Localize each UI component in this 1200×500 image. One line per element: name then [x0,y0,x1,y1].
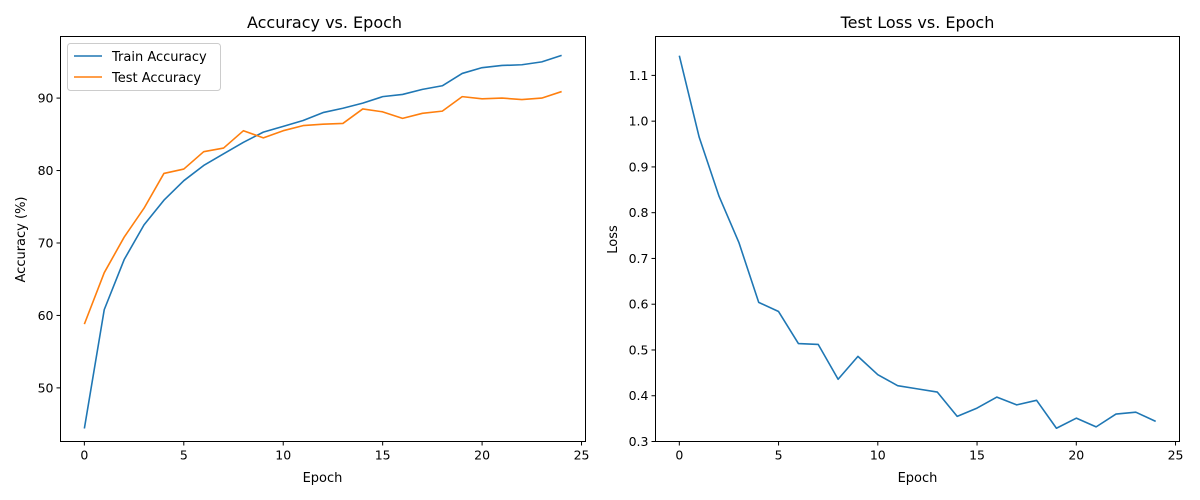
y-tick-label: 50 [38,380,54,395]
loss-chart: Test Loss vs. Epoch Epoch Loss 0 5 10 15 20 2… [606,13,1183,486]
x-tick-label: 10 [275,448,291,463]
y-tick-label: 0.6 [629,297,649,312]
x-axis-label: Epoch [303,471,343,486]
y-tick-label: 80 [38,163,54,178]
x-tick-label: 5 [775,448,783,463]
x-tick-label: 25 [574,448,590,463]
y-tick-label: 60 [38,308,54,323]
plot-frame [655,36,1180,442]
x-tick-label: 10 [870,448,886,463]
tick-group: 0 5 10 15 20 25 50 60 70 80 90 [38,91,590,463]
series-line-0 [678,55,1157,430]
series-group [678,55,1157,430]
x-tick-label: 20 [1068,448,1084,463]
y-tick-label: 1.1 [629,68,649,83]
y-tick-label: 0.7 [629,251,649,266]
legend-label-train: Train Accuracy [111,50,207,65]
y-tick-label: 70 [38,235,54,250]
x-axis-label: Epoch [898,471,938,486]
x-tick-label: 0 [80,448,88,463]
chart-title: Accuracy vs. Epoch [247,13,402,32]
series-group [83,54,562,429]
y-tick-label: 0.9 [629,159,649,174]
legend: Train Accuracy Test Accuracy [67,43,221,91]
legend-box [67,43,221,91]
y-tick-label: 1.0 [629,114,649,129]
legend-label-test: Test Accuracy [111,71,201,86]
y-tick-label: 0.4 [629,388,649,403]
y-tick-label: 90 [38,91,54,106]
y-tick-label: 0.8 [629,205,649,220]
x-tick-label: 5 [180,448,188,463]
y-tick-label: 0.5 [629,342,649,357]
series-line-0 [83,54,562,429]
y-axis-label: Accuracy (%) [14,197,29,283]
plot-frame [60,36,586,442]
series-line-1 [83,90,562,325]
accuracy-chart: Accuracy vs. Epoch Epoch Accuracy (%) 0 5… [14,13,589,486]
x-tick-label: 15 [969,448,985,463]
x-tick-label: 0 [675,448,683,463]
x-tick-label: 25 [1168,448,1184,463]
y-axis-label: Loss [606,225,621,254]
chart-title: Test Loss vs. Epoch [840,13,995,32]
tick-group: 0 5 10 15 20 25 0.3 0.4 0.5 0.6 0.7 0.8 0.9 1.0 1.1 [629,68,1184,463]
x-tick-label: 20 [474,448,490,463]
y-tick-label: 0.3 [629,434,649,449]
x-tick-label: 15 [375,448,391,463]
